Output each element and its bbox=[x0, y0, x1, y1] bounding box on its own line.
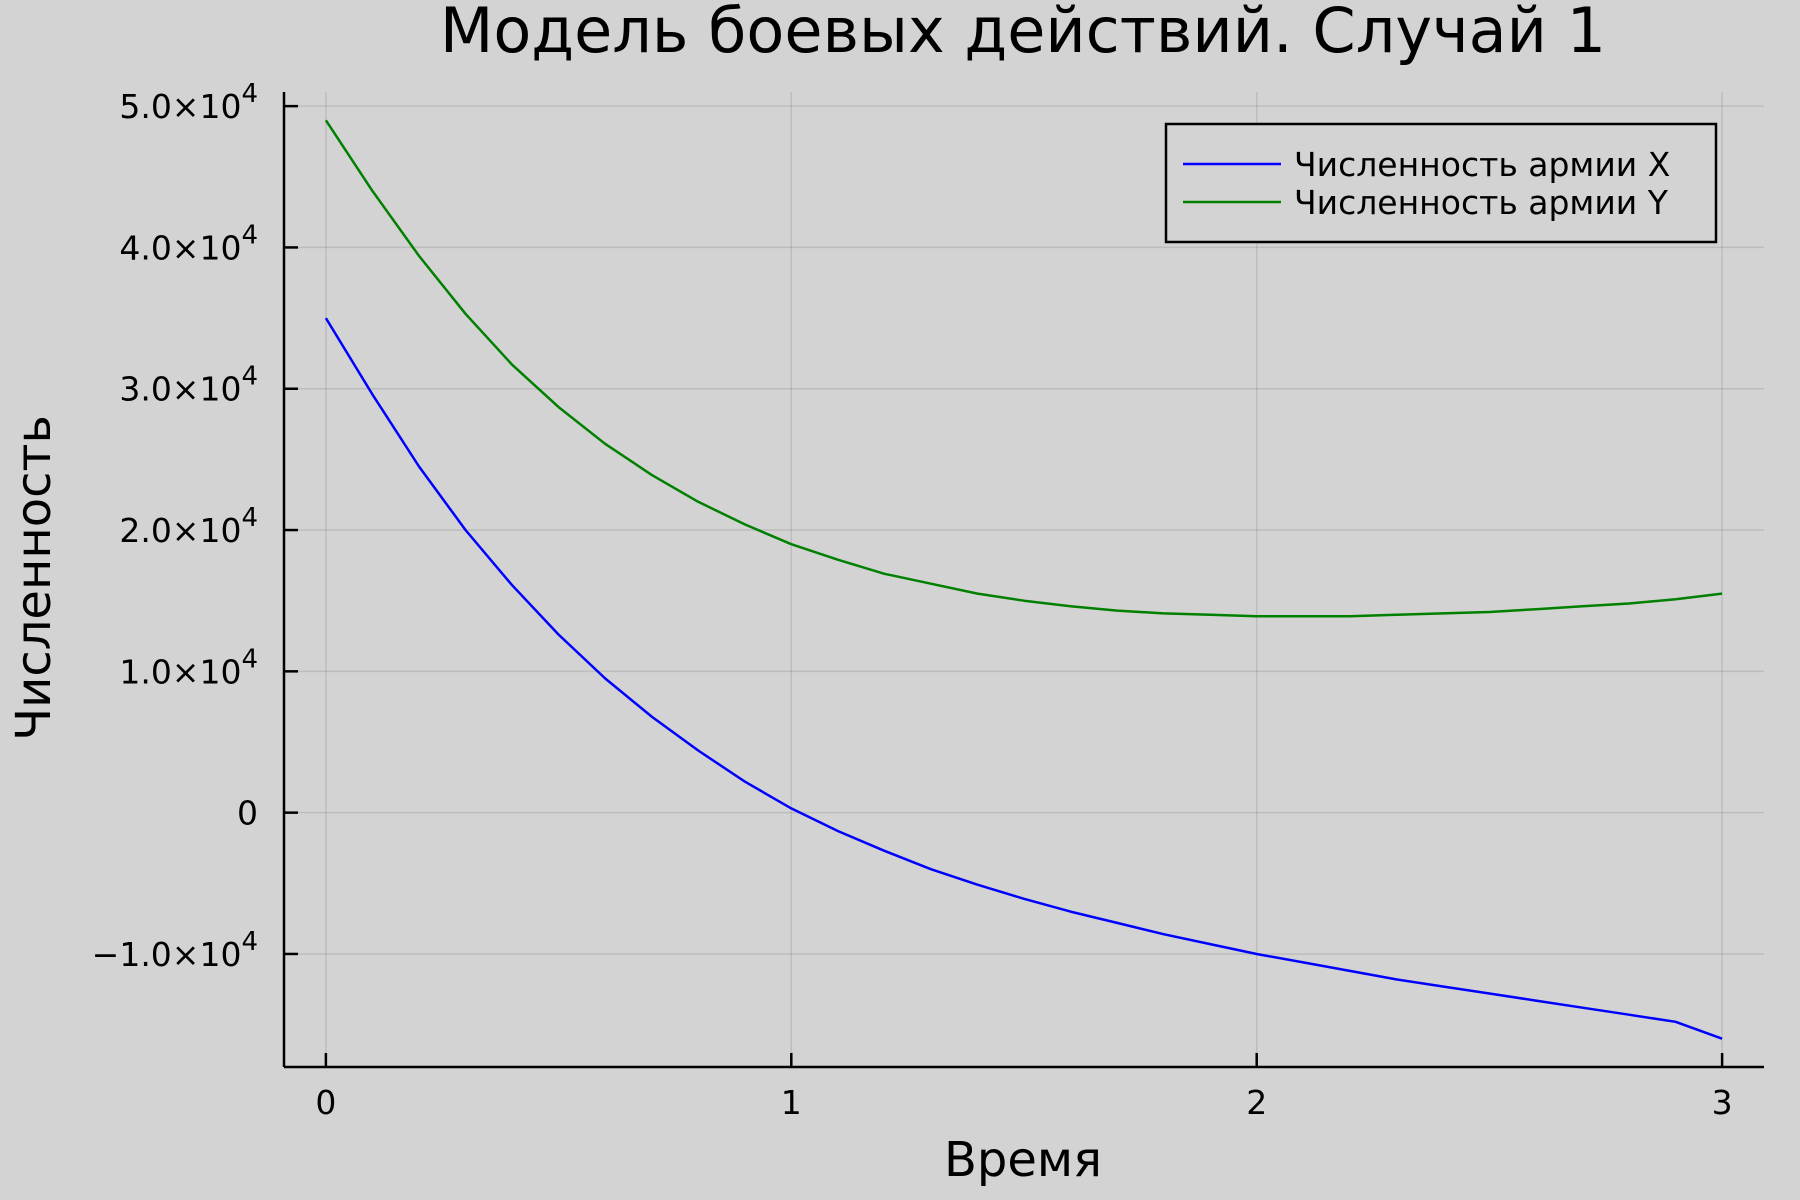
y-axis-label: Численность bbox=[6, 415, 62, 740]
legend-label-0: Численность армии X bbox=[1294, 145, 1670, 184]
y-tick-label-2: 1.0×104 bbox=[119, 644, 258, 691]
axes: 0 1 2 3 −1.0×104 0 1.0×104 2.0×104 3.0×104 4.0×10… bbox=[92, 79, 1764, 1122]
x-tick-label-3: 3 bbox=[1712, 1083, 1733, 1122]
x-tick-label-1: 1 bbox=[781, 1083, 802, 1122]
y-tick-label-0: −1.0×104 bbox=[92, 927, 258, 974]
series-lines bbox=[324, 119, 1723, 1040]
y-tick-label-5: 4.0×104 bbox=[119, 220, 258, 267]
legend-label-1: Численность армии Y bbox=[1294, 183, 1669, 222]
x-axis-label: Время bbox=[944, 1132, 1102, 1188]
legend-box bbox=[1164, 122, 1718, 244]
series-line-1 bbox=[324, 119, 1723, 618]
y-tick-label-4: 3.0×104 bbox=[119, 362, 258, 409]
y-tick-label-6: 5.0×104 bbox=[119, 79, 258, 126]
x-tick-label-2: 2 bbox=[1246, 1083, 1267, 1122]
chart-title: Модель боевых действий. Случай 1 bbox=[440, 0, 1606, 67]
y-tick-label-3: 2.0×104 bbox=[119, 503, 258, 550]
series-line-0 bbox=[324, 317, 1723, 1040]
y-tick-label-1: 0 bbox=[237, 794, 258, 833]
x-tick-label-0: 0 bbox=[315, 1083, 336, 1122]
grid bbox=[284, 92, 1764, 1067]
